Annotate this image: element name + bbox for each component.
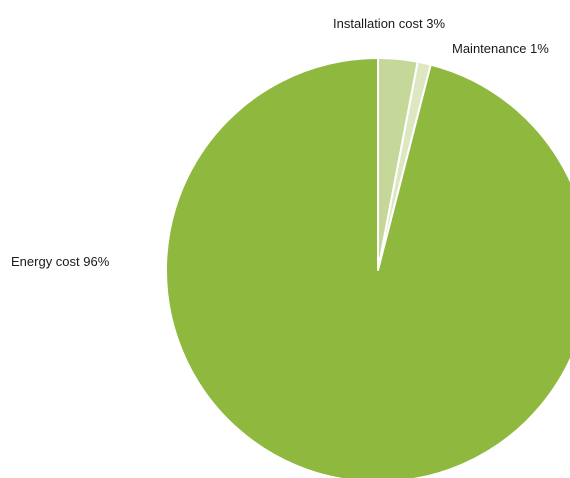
slice-label-installation-cost: Installation cost 3% xyxy=(333,16,445,31)
slice-label-energy-cost: Energy cost 96% xyxy=(11,254,110,269)
pie-slice-energy-cost xyxy=(165,57,570,478)
pie-slices xyxy=(165,57,570,478)
slice-label-maintenance: Maintenance 1% xyxy=(452,41,549,56)
